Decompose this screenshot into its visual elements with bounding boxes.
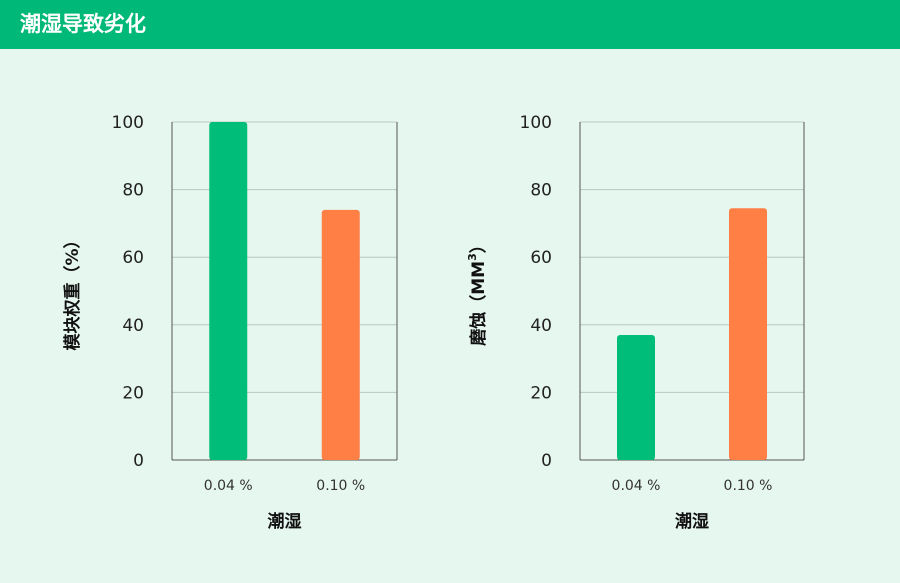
chart-2: 0 20 40 60 80 100 0.04 % 0.10 % 潮湿 磨蚀（MM3）: [466, 113, 805, 532]
bar-1: [209, 122, 248, 460]
y-tick-label: 80: [530, 181, 552, 201]
bar-2: [321, 209, 360, 460]
header-bar: 潮湿导致劣化: [0, 0, 900, 49]
y-tick-label: 60: [530, 248, 552, 268]
y-tick-label: 100: [112, 113, 144, 133]
y-tick-label: 40: [530, 316, 552, 336]
bar-1: [617, 334, 655, 460]
y-tick-label: 60: [122, 248, 144, 268]
x-category-label: 0.04 %: [204, 478, 253, 494]
y-tick-label: 100: [520, 113, 552, 133]
y-tick-label: 0: [541, 451, 552, 471]
x-category-label: 0.10 %: [724, 478, 773, 494]
x-category-label: 0.10 %: [316, 478, 365, 494]
x-axis-title: 潮湿: [268, 511, 302, 532]
y-axis-title: 模块权重（%）: [62, 231, 83, 350]
x-category-label: 0.04 %: [612, 478, 661, 494]
x-axis-title: 潮湿: [675, 511, 709, 532]
y-tick-label: 20: [530, 383, 552, 403]
y-tick-label: 20: [122, 383, 144, 403]
y-axis-title: 磨蚀（MM3）: [466, 236, 489, 346]
y-tick-label: 40: [122, 316, 144, 336]
y-tick-label: 80: [122, 181, 144, 201]
chart-1: 0 20 40 60 80 100 0.04 % 0.10 % 潮湿 模块权重（%）: [62, 113, 398, 532]
page-title: 潮湿导致劣化: [20, 12, 146, 36]
bar-2: [729, 208, 767, 460]
y-tick-label: 0: [133, 451, 144, 471]
